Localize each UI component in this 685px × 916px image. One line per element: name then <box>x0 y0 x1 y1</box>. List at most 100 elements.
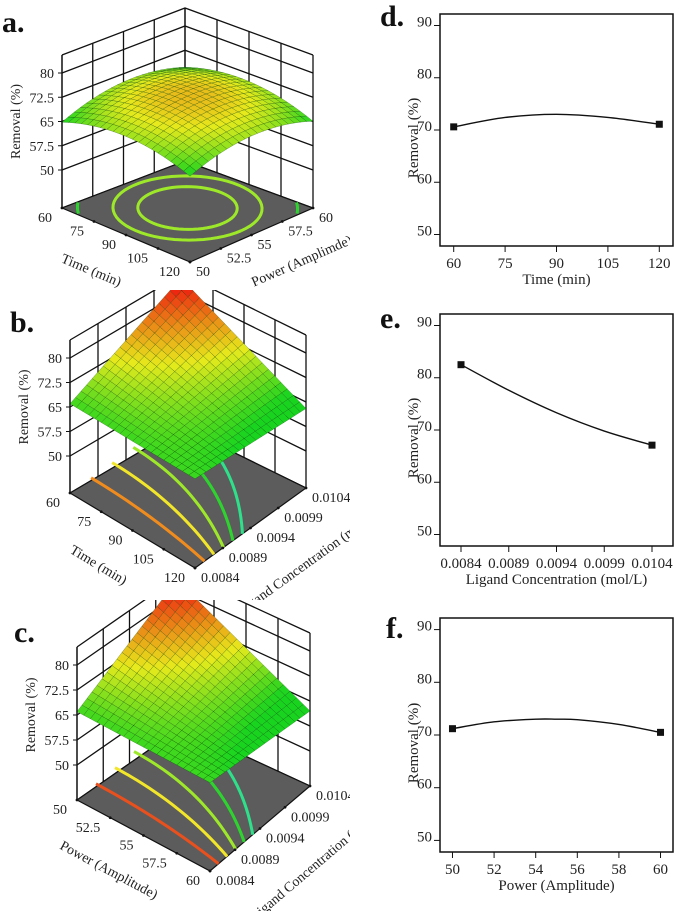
surface-cell <box>204 460 218 469</box>
y-tick-label: 0.0094 <box>257 531 296 546</box>
panel-label-b: b. <box>10 306 35 339</box>
y-tick-label: 0.0099 <box>291 810 330 825</box>
x-tick-label: 57.5 <box>142 856 167 871</box>
panel-d: 50 60 70 80 90 60 75 90 105 120 Time (min) Removal … <box>380 0 685 300</box>
z-tick-label: 65 <box>48 401 62 416</box>
z-axis: 80 72.5 65 57.5 50 Removal (%) <box>9 55 63 208</box>
y-tick <box>283 805 287 809</box>
x-tick <box>92 220 96 223</box>
data-point <box>450 123 458 131</box>
x-tick <box>108 816 112 820</box>
y-tick-label: 60 <box>319 211 333 226</box>
surface-cell <box>247 741 261 751</box>
y-tick-label: 90 <box>417 619 432 635</box>
surface-cell <box>260 423 274 434</box>
x-tick-label: 120 <box>159 265 180 280</box>
y-tick-label: 70 <box>417 724 432 740</box>
panel-c: 80 72.5 65 57.5 50 Removal (%) 50 52.5 55 57.5 60 P… <box>0 573 387 916</box>
x-tick-label: 0.0084 <box>440 556 482 572</box>
y-tick <box>221 546 225 550</box>
data-point <box>457 361 465 369</box>
z-tick-label: 72.5 <box>38 377 63 392</box>
y-tick <box>249 526 252 530</box>
y-tick <box>219 247 223 250</box>
wall-gridline <box>61 49 314 98</box>
x-tick-label: 90 <box>102 238 116 253</box>
x-tick-label: 50 <box>53 803 67 818</box>
series-line <box>460 364 653 446</box>
line-plot-d: 50 60 70 80 90 60 75 90 105 120 Time (min) Removal … <box>406 13 674 288</box>
plot-frame <box>439 617 674 853</box>
surface-cell <box>242 745 256 755</box>
contour-arc <box>295 202 300 214</box>
panel-label-f: f. <box>386 612 404 645</box>
y-tick <box>208 869 212 873</box>
y-tick <box>304 486 308 490</box>
z-tick-label: 50 <box>40 164 54 179</box>
surface-cell <box>254 427 268 437</box>
data-point <box>648 441 656 449</box>
contour-line <box>132 446 225 549</box>
y-tick-label: 70 <box>417 419 432 435</box>
y-tick-label: 0.0099 <box>284 511 323 526</box>
z-axis-title: Removal (%) <box>17 369 32 444</box>
y-tick <box>311 206 315 210</box>
z-axis-title: Removal (%) <box>9 84 24 159</box>
y-tick-label: 0.0089 <box>229 551 268 566</box>
surface-cell <box>216 452 229 462</box>
panel-a: 80 72.5 65 57.5 50 Removal (%) 60 75 90 105 120 Tim… <box>0 0 355 290</box>
contour-line <box>111 461 216 556</box>
x-tick-label: 0.0104 <box>631 556 673 572</box>
panel-e: 50 60 70 80 90 0.0084 0.0089 0.0094 0.0099 0.0104… <box>380 300 685 600</box>
x-tick-label: 60 <box>653 862 668 878</box>
z-tick-label: 57.5 <box>45 734 70 749</box>
panel-f: 50 60 70 80 90 50 52 54 56 58 60 Power (Amplitude) R… <box>380 610 685 910</box>
x-tick-label: 90 <box>549 256 564 272</box>
y-tick <box>280 220 284 223</box>
contour-line <box>90 476 206 563</box>
contour-line <box>133 750 237 850</box>
surface-plot-a: 80 72.5 65 57.5 50 Removal (%) 60 75 90 105 120 Tim… <box>9 7 355 290</box>
x-tick-label: 55 <box>120 839 134 854</box>
z-tick-label: 72.5 <box>45 684 70 699</box>
series-line <box>452 718 661 734</box>
x-tick <box>156 247 160 250</box>
panel-label-a: a. <box>2 6 25 39</box>
x-tick-label: 0.0099 <box>584 556 625 572</box>
x-axis-title: Time (min) <box>522 272 590 288</box>
surface-cell <box>297 704 311 715</box>
surface-cell <box>252 737 266 748</box>
y-tick-label: 0.0084 <box>201 571 240 586</box>
data-point <box>448 725 456 733</box>
y-tick-label: 0.0084 <box>216 874 255 889</box>
x-tick <box>60 206 64 210</box>
contour-ring <box>111 174 264 242</box>
x-tick-label: 58 <box>611 862 626 878</box>
x-tick <box>162 547 166 551</box>
x-tick-label: 105 <box>127 252 148 267</box>
plot-frame <box>439 313 674 547</box>
panel-label-c: c. <box>14 616 35 649</box>
y-tick-label: 50 <box>196 265 210 280</box>
surface-cell <box>277 719 291 730</box>
surface-cell <box>237 748 251 758</box>
surface-cell <box>212 767 226 776</box>
x-tick <box>99 510 103 514</box>
x-tick-label: 105 <box>597 256 620 272</box>
x-tick <box>142 834 145 837</box>
x-axis-title: Time (min) <box>59 252 124 290</box>
y-axis-title: Removal (%) <box>406 98 422 178</box>
z-tick-label: 50 <box>55 759 69 774</box>
x-tick-label: 60 <box>446 256 461 272</box>
contour-line <box>95 782 220 865</box>
contour-arc <box>75 202 80 214</box>
surface-cell <box>232 752 246 762</box>
y-axis-title: Removal (%) <box>406 703 422 783</box>
x-tick-label: 120 <box>648 256 671 272</box>
x-axis-title: Time (min) <box>67 543 130 589</box>
wall-gridline <box>61 7 314 56</box>
x-tick-label: 0.0089 <box>488 556 529 572</box>
x-tick-label: 60 <box>186 874 200 889</box>
y-tick <box>258 827 262 830</box>
y-tick-label: 80 <box>417 67 432 83</box>
